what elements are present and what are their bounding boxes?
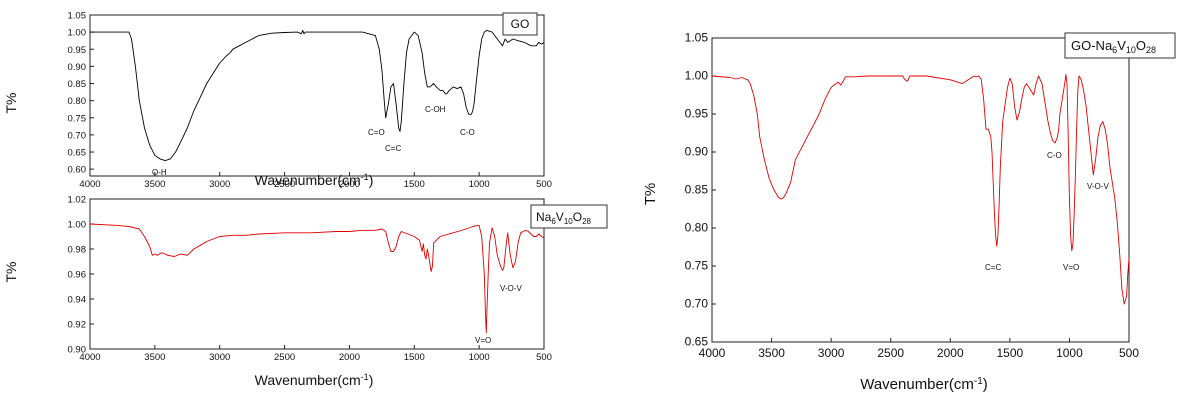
go-annotation-co: C-O xyxy=(460,128,475,137)
na-xlabel: Wavenumber(cm-1) xyxy=(255,372,374,388)
go-tick-labels: 4000 3500 3000 2500 2000 1500 1000 500 0.60 0.65 0… xyxy=(68,11,552,191)
gona-y-tick-label: 0.80 xyxy=(685,221,709,235)
na-x-tick-label: 3500 xyxy=(144,352,165,363)
go-legend-box xyxy=(502,12,538,36)
gona-y-tick-label: 0.95 xyxy=(685,107,709,121)
gona-x-tick-label: 500 xyxy=(1119,346,1139,360)
go-series-line xyxy=(90,29,545,162)
go-axes xyxy=(89,14,545,177)
gona-tick-labels: 4000 3500 3000 2500 2000 1500 1000 500 0.65 0.70 0… xyxy=(685,31,1140,361)
gona-x-tick-label: 3000 xyxy=(818,346,845,360)
gona-annotation-vov: V-O-V xyxy=(1087,182,1109,191)
gona-y-tick-label: 0.70 xyxy=(685,297,709,311)
na-ylabel: T% xyxy=(3,262,19,283)
na-x-tick-label: 1500 xyxy=(404,352,425,363)
gona-legend-box xyxy=(1064,32,1176,59)
go-annotation-co-double: C=O xyxy=(368,128,385,137)
go-x-tick-label: 2000 xyxy=(339,179,360,190)
na-plot-frame xyxy=(89,198,545,350)
gona-x-tick-label: 2500 xyxy=(877,346,904,360)
na-tick-labels: 4000 3500 3000 2500 2000 1500 1000 500 0.90 0.92 0… xyxy=(68,195,552,364)
gona-plot-frame xyxy=(711,37,1130,343)
na-annotation-vo: V=O xyxy=(475,336,491,345)
na-series-line xyxy=(89,223,545,334)
gona-axes xyxy=(711,37,1130,343)
go-x-tick-label: 4000 xyxy=(79,179,100,190)
go-y-tick-label: 0.85 xyxy=(68,79,87,90)
gona-title: GO-Na6V10O28 xyxy=(1071,38,1156,55)
gona-y-tick-label: 0.65 xyxy=(685,335,709,349)
go-x-tick-label: 3500 xyxy=(144,179,165,190)
na-y-tick-label: 1.02 xyxy=(68,195,87,206)
gona-spectrum-line xyxy=(711,74,1130,305)
go-panel: 4000 3500 3000 2500 2000 1500 1000 500 0.60 0.65 0… xyxy=(3,11,552,191)
gona-ylabel: T% xyxy=(642,183,659,206)
go-y-tick-label: 0.80 xyxy=(68,96,87,107)
go-y-tick-label: 0.95 xyxy=(68,45,87,56)
na-y-tick-label: 0.90 xyxy=(68,345,87,356)
na-y-tick-label: 0.98 xyxy=(68,245,87,256)
go-y-tick-label: 0.75 xyxy=(68,113,87,124)
go-y-tick-label: 0.65 xyxy=(68,148,87,159)
go-y-tick-label: 0.90 xyxy=(68,62,87,73)
go-y-tick-label: 0.60 xyxy=(68,165,87,176)
na-title: Na6V10O28 xyxy=(536,210,592,226)
gona-series-line xyxy=(711,74,1130,305)
na-x-tick-label: 500 xyxy=(536,352,552,363)
na-y-tick-label: 0.92 xyxy=(68,320,87,331)
gona-annotation-vo: V=O xyxy=(1063,263,1079,272)
na-x-tick-label: 2000 xyxy=(339,352,360,363)
go-ylabel: T% xyxy=(3,93,19,114)
na-x-tick-label: 1000 xyxy=(469,352,490,363)
go-x-tick-label: 3000 xyxy=(209,179,230,190)
na-x-tick-label: 4000 xyxy=(79,352,100,363)
gona-x-tick-label: 2000 xyxy=(937,346,964,360)
na-spectrum-line xyxy=(89,223,545,334)
go-x-tick-label: 2500 xyxy=(274,179,295,190)
go-x-tick-label: 1500 xyxy=(404,179,425,190)
go-y-tick-label: 1.05 xyxy=(68,11,87,22)
gona-y-tick-label: 0.75 xyxy=(685,259,709,273)
go-annotation-oh: O-H xyxy=(152,168,167,177)
gona-x-tick-label: 3500 xyxy=(758,346,785,360)
go-y-tick-label: 0.70 xyxy=(68,130,87,141)
gona-annotation-co: C-O xyxy=(1047,151,1062,160)
gona-xlabel: Wavenumber(cm-1) xyxy=(860,376,988,393)
go-plot-frame xyxy=(89,14,545,177)
gona-annotation-cc: C=C xyxy=(985,263,1001,272)
na-axes xyxy=(89,198,545,350)
gona-y-tick-label: 1.05 xyxy=(685,31,709,45)
go-title: GO xyxy=(511,17,530,31)
gona-x-tick-label: 1000 xyxy=(1056,346,1083,360)
na-legend-box xyxy=(530,204,608,229)
go-xlabel: Wavenumber(cm-1) xyxy=(255,172,374,188)
na-annotation-vov: V-O-V xyxy=(500,284,522,293)
go-x-tick-label: 1000 xyxy=(469,179,490,190)
gona-x-tick-label: 4000 xyxy=(699,346,726,360)
go-annotation-cc: C=C xyxy=(385,144,401,153)
gona-y-tick-label: 0.90 xyxy=(685,145,709,159)
na-y-tick-label: 0.94 xyxy=(68,295,87,306)
na-y-tick-label: 1.00 xyxy=(68,220,87,231)
go-x-tick-label: 500 xyxy=(536,179,552,190)
na-x-tick-label: 2500 xyxy=(274,352,295,363)
gona-y-tick-label: 0.85 xyxy=(685,183,709,197)
na-y-tick-label: 0.96 xyxy=(68,270,87,281)
gona-x-tick-label: 1500 xyxy=(997,346,1024,360)
go-spectrum-line xyxy=(90,29,545,162)
na-panel: 4000 3500 3000 2500 2000 1500 1000 500 0.90 0.92 0… xyxy=(3,195,608,388)
go-y-tick-label: 1.00 xyxy=(68,28,87,39)
go-annotation-coh: C-OH xyxy=(425,105,446,114)
gona-y-tick-label: 1.00 xyxy=(685,69,709,83)
na-x-tick-label: 3000 xyxy=(209,352,230,363)
gona-panel: 4000 3500 3000 2500 2000 1500 1000 500 0.65 0.70 0… xyxy=(642,31,1176,393)
